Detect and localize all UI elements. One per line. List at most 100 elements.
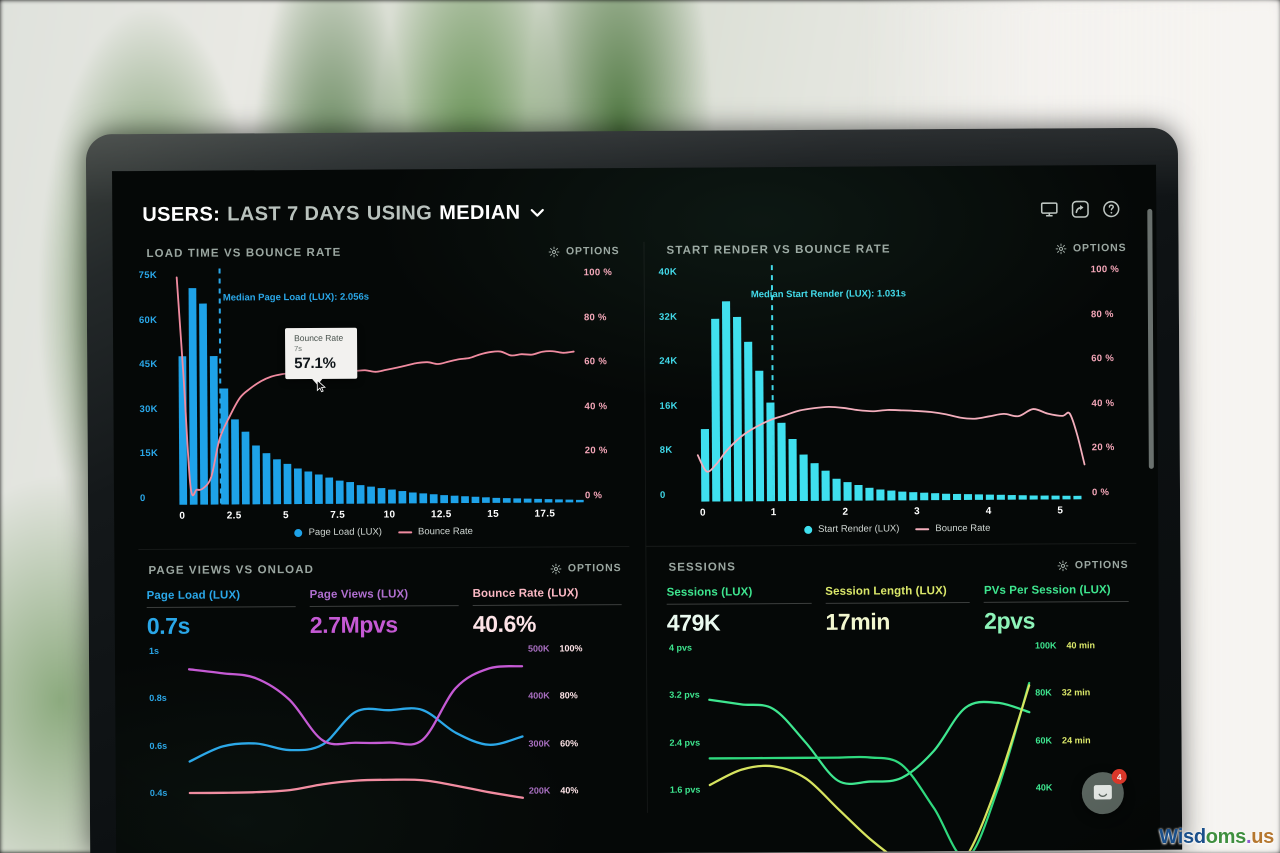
metric-session-length[interactable]: Session Length (LUX) 17min <box>825 585 971 636</box>
x-tick: 17.5 <box>534 508 556 520</box>
x-axis-labels: 0 1 2 3 4 5 <box>694 505 1092 523</box>
chat-launcher-button[interactable]: 4 <box>1081 768 1127 815</box>
metric-bounce-rate[interactable]: Bounce Rate (LUX) 40.6% <box>473 587 622 638</box>
mouse-cursor-icon <box>316 379 327 393</box>
x-tick: 5 <box>282 510 289 522</box>
legend-item[interactable]: Bounce Rate <box>397 525 473 538</box>
mini-y-axis-right: 500K 100% 400K 80% 300K 60% <box>528 643 625 796</box>
options-button[interactable]: OPTIONS <box>551 562 622 574</box>
x-tick: 7.5 <box>330 509 346 521</box>
y-tick: 60K <box>138 314 158 326</box>
metric-value: 40.6% <box>472 610 537 637</box>
y-tick: 0 <box>659 489 666 501</box>
legend-line-icon <box>397 530 412 533</box>
y-tick: 8K <box>659 444 673 456</box>
metric-label: Sessions (LUX) <box>666 586 753 599</box>
chart-tooltip: Bounce Rate 7s 57.1% <box>284 327 358 386</box>
legend-item[interactable]: Start Render (LUX) <box>804 523 899 535</box>
metric-page-load[interactable]: Page Load (LUX) 0.7s <box>147 589 296 640</box>
panel-header: SESSIONS OPTIONS <box>660 556 1134 577</box>
panel-header: START RENDER VS BOUNCE RATE OPTIONS <box>658 239 1132 260</box>
x-tick: 15 <box>487 508 499 520</box>
x-tick: 0 <box>699 507 706 519</box>
watermark-letter: s <box>1183 826 1194 848</box>
y-tick-row: 80K 32 min <box>1035 687 1131 698</box>
y-tick: 45K <box>139 358 158 371</box>
y-tick: 15K <box>139 447 159 460</box>
header-icon-group <box>1040 200 1120 218</box>
title-range: LAST 7 DAYS <box>227 202 360 225</box>
x-tick: 4 <box>985 505 992 517</box>
y-tick-sessions: 60K <box>1035 735 1053 746</box>
tooltip-title: Bounce Rate <box>294 332 344 344</box>
x-axis-labels: 0 2.5 5 7.5 10 12.5 15 17.5 <box>174 508 585 527</box>
y2-tick: 100 % <box>583 267 613 279</box>
y-tick-row: 300K 60% <box>529 738 625 748</box>
options-button[interactable]: OPTIONS <box>549 245 620 257</box>
chevron-down-icon[interactable] <box>529 205 545 221</box>
metric-value: 2.7Mpvs <box>309 611 398 638</box>
y-tick: 16K <box>659 400 678 412</box>
y2-tick: 60 % <box>584 356 608 368</box>
panel-header: PAGE VIEWS VS ONLOAD OPTIONS <box>140 559 627 580</box>
y-axis-right-labels: 100 % 80 % 60 % 40 % 20 % 0 % <box>1090 264 1134 498</box>
x-tick: 0 <box>179 510 186 522</box>
help-icon[interactable] <box>1102 200 1120 218</box>
y-tick-row: 100K 40 min <box>1034 640 1131 651</box>
y2-tick: 40 % <box>584 400 608 412</box>
y2-tick: 60 % <box>1091 353 1115 365</box>
metric-divider <box>309 605 459 607</box>
y-tick: 24K <box>659 355 678 367</box>
watermark-letter: . <box>1245 826 1252 848</box>
legend-item[interactable]: Page Load (LUX) <box>294 526 383 539</box>
chart-load-time: 75K 60K 45K 30K 15K 0 100 % 80 % 60 % 40… <box>138 267 628 538</box>
y-tick: 75K <box>138 269 158 282</box>
metric-value: 2pvs <box>984 607 1036 634</box>
x-tick: 2.5 <box>226 510 242 522</box>
panel-title: SESSIONS <box>668 561 737 574</box>
y2-tick: 40 % <box>1091 397 1115 409</box>
share-icon[interactable] <box>1071 200 1089 218</box>
y-tick-row: 400K 80% <box>528 690 624 701</box>
monitor-icon[interactable] <box>1040 200 1058 218</box>
y-tick-sessions: 100K <box>1034 640 1057 651</box>
metric-pvs-per-session[interactable]: PVs Per Session (LUX) 2pvs <box>984 584 1129 635</box>
metric-sessions[interactable]: Sessions (LUX) 479K <box>667 586 812 637</box>
y-tick-row: 500K 100% <box>528 643 624 653</box>
gear-icon <box>1057 559 1069 571</box>
laptop-screen: USERS: LAST 7 DAYS USING MEDIAN <box>112 164 1161 853</box>
chart-sessions: 4 pvs 3.2 pvs 2.4 pvs 1.6 pvs 100K 40 mi… <box>661 640 1136 853</box>
y2-tick: 0 % <box>1091 486 1110 498</box>
plot-area <box>187 646 524 816</box>
y-tick-br: 40% <box>560 785 579 796</box>
legend-line-icon <box>915 527 930 530</box>
legend-label: Page Load (LUX) <box>308 526 383 538</box>
metric-page-views[interactable]: Page Views (LUX) 2.7Mpvs <box>310 588 459 639</box>
page-title[interactable]: USERS: LAST 7 DAYS USING MEDIAN <box>142 201 545 226</box>
watermark-letter: d <box>1193 826 1206 848</box>
chart-legend: Page Load (LUX) Bounce Rate <box>140 525 627 539</box>
panel-load-time-vs-bounce-rate: LOAD TIME VS BOUNCE RATE OPTIONS 75K <box>136 242 629 549</box>
options-button[interactable]: OPTIONS <box>1057 559 1128 571</box>
legend-item[interactable]: Bounce Rate <box>915 523 990 534</box>
y-tick-pv: 200K <box>528 785 551 796</box>
panel-title: PAGE VIEWS VS ONLOAD <box>148 563 315 577</box>
gear-icon <box>549 246 560 257</box>
dashboard-grid: LOAD TIME VS BOUNCE RATE OPTIONS 75K <box>136 238 1138 853</box>
legend-label: Bounce Rate <box>417 525 473 538</box>
metric-divider <box>825 601 971 604</box>
dashboard-app: USERS: LAST 7 DAYS USING MEDIAN <box>112 165 1160 853</box>
metric-divider <box>472 604 622 606</box>
x-tick: 10 <box>383 509 396 521</box>
options-button[interactable]: OPTIONS <box>1056 242 1127 254</box>
x-tick: 2 <box>842 506 849 518</box>
y2-tick: 80 % <box>1090 308 1114 320</box>
median-annotation-label: Median Page Load (LUX): 2.056s <box>222 291 370 304</box>
y2-tick: 0 % <box>584 489 603 501</box>
watermark-letter: m <box>1217 826 1236 848</box>
plot-area <box>708 643 1031 853</box>
tooltip-value: 57.1% <box>294 355 336 373</box>
vertical-scrollbar[interactable] <box>1147 208 1154 469</box>
y-tick-sessions: 80K <box>1035 687 1052 698</box>
y-tick-row: 200K 40% <box>528 785 625 796</box>
